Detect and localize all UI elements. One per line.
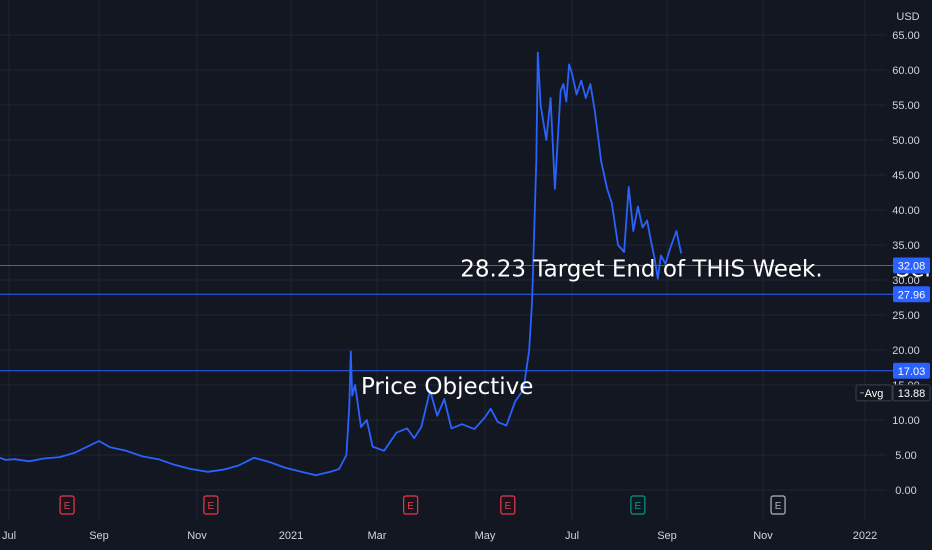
avg-label-box bbox=[855, 384, 893, 402]
annotations: 28.23 Target End of THIS Week.SellersPri… bbox=[361, 257, 932, 401]
y-tick-label: 5.00 bbox=[895, 450, 916, 462]
earnings-marker-box[interactable] bbox=[59, 495, 75, 515]
x-tick-label: Mar bbox=[368, 530, 387, 542]
y-tick-label: 40.00 bbox=[892, 205, 920, 217]
y-tick-label: 50.00 bbox=[892, 135, 920, 147]
avg-tag-label: 13.88 bbox=[898, 388, 926, 400]
earnings-marker[interactable]: E bbox=[403, 495, 419, 515]
x-axis[interactable]: Jul Sep Nov 2021 Mar May Jul Sep Nov 2022 bbox=[2, 530, 877, 542]
x-tick-label: Sep bbox=[657, 530, 677, 542]
y-tick-label: 30.00 bbox=[892, 275, 920, 287]
price-tag-label: 27.96 bbox=[898, 289, 926, 301]
earnings-marker-label: E bbox=[775, 501, 782, 512]
y-tick-label: 0.00 bbox=[895, 485, 916, 497]
earnings-marker-label: E bbox=[64, 501, 71, 512]
y-tick-label: 55.00 bbox=[892, 100, 920, 112]
price-tag bbox=[893, 257, 930, 274]
earnings-marker[interactable]: E bbox=[630, 495, 646, 515]
x-tick-label: Nov bbox=[753, 530, 773, 542]
earnings-marker-box[interactable] bbox=[403, 495, 419, 515]
earnings-marker-label: E bbox=[407, 501, 414, 512]
price-series-line[interactable] bbox=[0, 51, 683, 477]
y-tick-label: 25.00 bbox=[892, 310, 920, 322]
x-tick-label: 2021 bbox=[279, 530, 303, 542]
earnings-marker-box[interactable] bbox=[203, 495, 219, 515]
earnings-marker-box[interactable] bbox=[630, 495, 646, 515]
price-series[interactable] bbox=[0, 51, 683, 477]
price-tag-label: 32.08 bbox=[898, 260, 926, 272]
x-tick-label: Nov bbox=[187, 530, 207, 542]
earnings-marker-label: E bbox=[635, 501, 642, 512]
y-tick-label: 60.00 bbox=[892, 65, 920, 77]
avg-tag bbox=[892, 384, 931, 402]
earnings-marker[interactable]: E bbox=[770, 495, 786, 515]
x-tick-label: May bbox=[475, 530, 496, 542]
earnings-marker-label: E bbox=[208, 501, 215, 512]
y-tick-label: 65.00 bbox=[892, 30, 920, 42]
annotation-text: 28.23 Target End of THIS Week. bbox=[460, 257, 823, 283]
y-tick-label: 35.00 bbox=[892, 240, 920, 252]
x-tick-label: 2022 bbox=[853, 530, 877, 542]
price-tag bbox=[893, 362, 930, 379]
x-tick-label: Jul bbox=[2, 530, 16, 542]
y-tick-label: 10.00 bbox=[892, 415, 920, 427]
currency-label: USD bbox=[896, 11, 919, 23]
x-tick-label: Jul bbox=[565, 530, 579, 542]
price-lines bbox=[0, 264, 893, 372]
price-tag-label: 17.03 bbox=[898, 366, 926, 378]
avg-label: Avg bbox=[865, 388, 884, 400]
earnings-marker-box[interactable] bbox=[770, 495, 786, 515]
price-tags: 32.08 27.96 17.03 Avg 13.88 bbox=[855, 257, 931, 402]
earnings-marker-box[interactable] bbox=[500, 495, 516, 515]
x-tick-label: Sep bbox=[89, 530, 109, 542]
price-tag bbox=[893, 286, 930, 303]
earnings-marker[interactable]: E bbox=[203, 495, 219, 515]
y-tick-label: 45.00 bbox=[892, 170, 920, 182]
earnings-marker[interactable]: E bbox=[59, 495, 75, 515]
earnings-marker[interactable]: E bbox=[500, 495, 516, 515]
y-tick-label: 20.00 bbox=[892, 345, 920, 357]
earnings-marker-label: E bbox=[504, 501, 511, 512]
annotation-text: Price Objective bbox=[361, 374, 533, 400]
